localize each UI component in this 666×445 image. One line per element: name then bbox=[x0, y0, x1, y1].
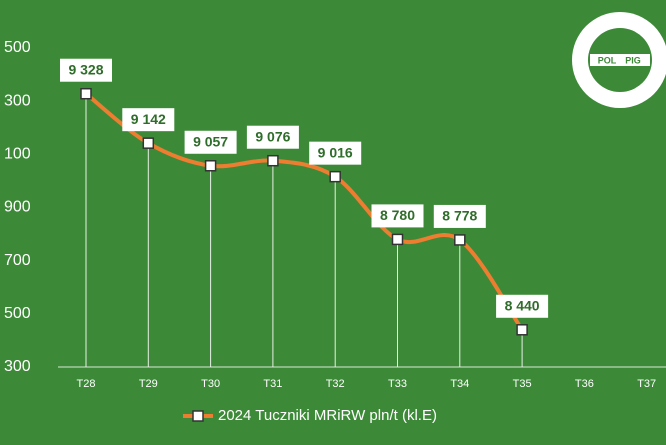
logo-text: PIG bbox=[625, 55, 641, 65]
y-tick-label: 500 bbox=[4, 305, 31, 322]
data-label: 8 440 bbox=[505, 297, 540, 313]
marker bbox=[267, 154, 279, 167]
x-tick-label: T36 bbox=[575, 378, 594, 390]
logo: POL PIG bbox=[572, 12, 666, 108]
y-tick-label: 500 bbox=[4, 39, 31, 56]
data-label-box bbox=[60, 58, 112, 82]
x-tick-label: T33 bbox=[388, 378, 407, 390]
marker bbox=[329, 170, 341, 183]
data-label-box bbox=[246, 125, 299, 149]
y-tick-label: 300 bbox=[4, 92, 31, 109]
data-label-box bbox=[433, 204, 486, 228]
marker bbox=[516, 324, 528, 336]
data-label-box bbox=[496, 294, 549, 318]
y-tick-label: 100 bbox=[4, 146, 31, 163]
data-label: 9 057 bbox=[193, 133, 228, 149]
y-tick-label: 300 bbox=[4, 358, 31, 375]
x-tick-label: T32 bbox=[326, 378, 345, 390]
x-tick-label: T30 bbox=[201, 378, 220, 390]
legend-marker bbox=[192, 410, 204, 422]
y-tick-label: 900 bbox=[4, 199, 31, 216]
data-label-box bbox=[122, 108, 175, 132]
legend-label: 2024 Tuczniki MRiRW pln/t (kl.E) bbox=[218, 407, 437, 424]
data-label: 9 076 bbox=[255, 128, 290, 144]
x-tick-label: T28 bbox=[77, 378, 96, 390]
data-label-box bbox=[184, 130, 237, 154]
data-label: 9 328 bbox=[68, 61, 103, 77]
x-tick-label: T31 bbox=[263, 378, 282, 390]
marker bbox=[142, 137, 155, 149]
x-tick-label: T37 bbox=[637, 378, 656, 390]
x-tick-label: T35 bbox=[513, 378, 532, 390]
marker bbox=[204, 160, 217, 172]
x-tick-label: T29 bbox=[139, 378, 158, 390]
data-label: 8 778 bbox=[442, 208, 477, 224]
x-tick-label: T34 bbox=[450, 378, 469, 390]
logo-text: POL bbox=[598, 55, 617, 65]
y-tick-label: 700 bbox=[4, 252, 31, 269]
marker bbox=[391, 233, 404, 246]
data-label: 9 016 bbox=[318, 144, 353, 160]
data-label-box bbox=[309, 141, 362, 165]
data-label-box bbox=[371, 204, 424, 228]
logo-band bbox=[590, 54, 650, 66]
marker bbox=[454, 234, 466, 246]
data-label: 8 780 bbox=[380, 207, 415, 223]
marker bbox=[80, 87, 92, 100]
data-label: 9 142 bbox=[131, 111, 166, 127]
